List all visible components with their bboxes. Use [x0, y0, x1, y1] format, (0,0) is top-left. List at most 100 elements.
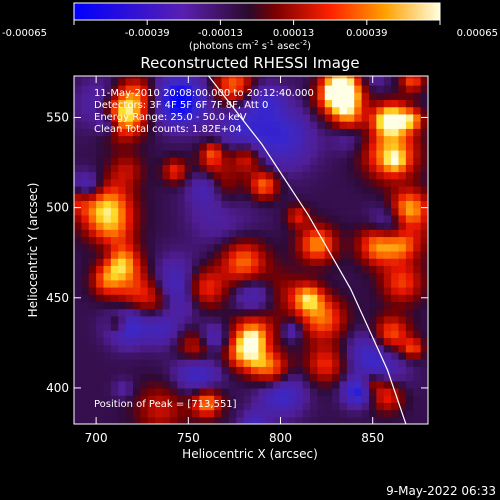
- heatmap-cell: [258, 330, 267, 339]
- heatmap-cell: [221, 387, 230, 396]
- heatmap-cell: [369, 236, 377, 245]
- heatmap-cell: [354, 113, 363, 122]
- heatmap-cell: [413, 222, 422, 230]
- heatmap-cell: [140, 395, 149, 403]
- heatmap-cell: [81, 323, 90, 331]
- heatmap-cell: [177, 193, 186, 202]
- heatmap-cell: [228, 323, 237, 331]
- heatmap-cell: [206, 142, 215, 151]
- heatmap-cell: [192, 387, 200, 396]
- heatmap-cell: [280, 157, 289, 165]
- heatmap-cell: [206, 135, 215, 144]
- heatmap-cell: [110, 149, 119, 158]
- heatmap-cell: [103, 359, 112, 367]
- heatmap-cell: [280, 76, 289, 79]
- heatmap-cell: [310, 135, 318, 144]
- heatmap-cell: [243, 85, 252, 93]
- heatmap-cell: [155, 265, 164, 274]
- heatmap-cell: [398, 149, 407, 158]
- heatmap-cell: [295, 344, 304, 353]
- heatmap-cell: [133, 416, 141, 424]
- heatmap-cell: [147, 135, 156, 144]
- heatmap-cell: [251, 315, 259, 324]
- heatmap-cell: [339, 395, 348, 403]
- heatmap-cell: [383, 214, 392, 223]
- heatmap-cell: [103, 171, 112, 180]
- heatmap-cell: [243, 323, 252, 331]
- heatmap-cell: [302, 142, 311, 151]
- heatmap-cell: [251, 359, 259, 367]
- heatmap-cell: [162, 77, 171, 86]
- heatmap-cell: [118, 207, 127, 216]
- heatmap-cell: [110, 279, 119, 288]
- heatmap-cell: [155, 236, 164, 245]
- heatmap-cell: [287, 380, 296, 389]
- heatmap-cell: [317, 185, 326, 194]
- heatmap-cell: [354, 258, 363, 266]
- heatmap-cell: [376, 76, 385, 79]
- heatmap-cell: [265, 236, 274, 245]
- heatmap-cell: [273, 416, 282, 424]
- heatmap-cell: [214, 243, 223, 252]
- heatmap-cell: [155, 200, 164, 209]
- heatmap-cell: [184, 193, 193, 202]
- heatmap-cell: [103, 214, 112, 223]
- heatmap-cell: [265, 387, 274, 396]
- heatmap-cell: [81, 286, 90, 295]
- heatmap-cell: [398, 258, 407, 266]
- heatmap-cell: [339, 149, 348, 158]
- heatmap-cell: [251, 157, 259, 165]
- heatmap-cell: [295, 330, 304, 339]
- heatmap-cell: [383, 178, 392, 187]
- heatmap-cell: [74, 207, 82, 216]
- heatmap-cell: [273, 207, 282, 216]
- heatmap-cell: [405, 301, 414, 310]
- heatmap-cell: [258, 85, 267, 93]
- heatmap-cell: [140, 272, 149, 281]
- heatmap-cell: [354, 106, 363, 115]
- heatmap-cell: [125, 200, 134, 209]
- heatmap-cell: [310, 121, 318, 129]
- heatmap-cell: [206, 409, 215, 418]
- heatmap-cell: [354, 229, 363, 238]
- heatmap-cell: [273, 243, 282, 252]
- heatmap-cell: [324, 76, 333, 79]
- heatmap-cell: [405, 330, 414, 339]
- heatmap-cell: [103, 229, 112, 238]
- heatmap-cell: [258, 106, 267, 115]
- heatmap-cell: [88, 366, 97, 375]
- heatmap-cell: [332, 92, 341, 101]
- heatmap-cell: [243, 121, 252, 129]
- heatmap-cell: [332, 286, 341, 295]
- heatmap-cell: [184, 121, 193, 129]
- heatmap-cell: [177, 294, 186, 302]
- heatmap-cell: [391, 265, 400, 274]
- heatmap-cell: [140, 222, 149, 230]
- heatmap-cell: [265, 380, 274, 389]
- heatmap-cell: [251, 294, 259, 302]
- heatmap-cell: [192, 207, 200, 216]
- heatmap-cell: [228, 330, 237, 339]
- heatmap-cell: [332, 402, 341, 411]
- heatmap-cell: [199, 185, 208, 194]
- heatmap-cell: [354, 149, 363, 158]
- heatmap-cell: [221, 351, 230, 360]
- heatmap-cell: [236, 265, 245, 274]
- heatmap-cell: [258, 185, 267, 194]
- heatmap-cell: [369, 113, 377, 122]
- heatmap-cell: [420, 272, 428, 281]
- heatmap-cell: [258, 366, 267, 375]
- heatmap-cell: [169, 149, 178, 158]
- heatmap-cell: [74, 337, 82, 346]
- heatmap-cell: [177, 279, 186, 288]
- heatmap-cell: [96, 200, 105, 209]
- heatmap-cell: [214, 229, 223, 238]
- heatmap-cell: [192, 113, 200, 122]
- heatmap-cell: [383, 106, 392, 115]
- heatmap-cell: [147, 113, 156, 122]
- heatmap-cell: [155, 359, 164, 367]
- heatmap-cell: [96, 258, 105, 266]
- heatmap-cell: [192, 229, 200, 238]
- heatmap-cell: [74, 85, 82, 93]
- heatmap-cell: [376, 250, 385, 259]
